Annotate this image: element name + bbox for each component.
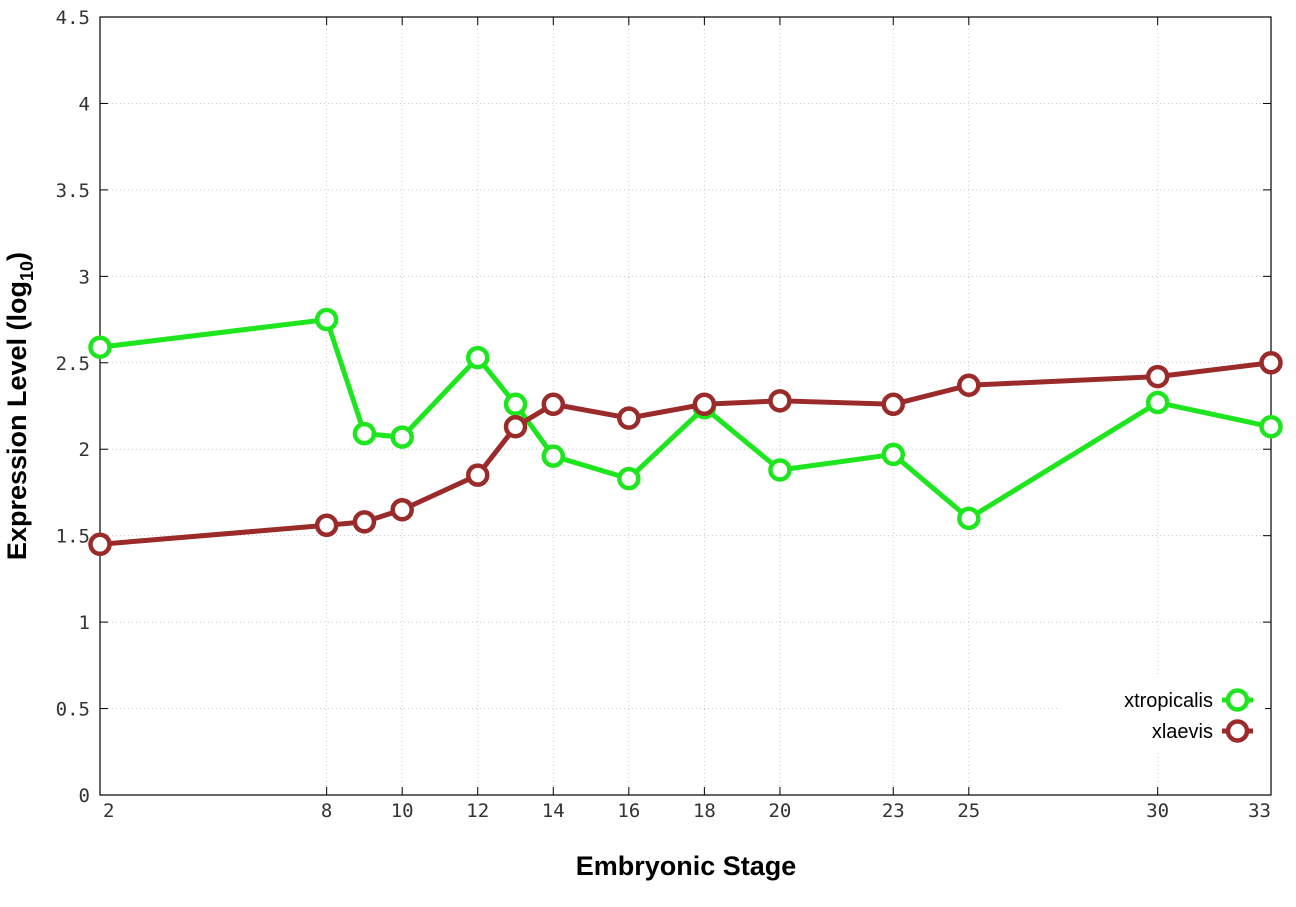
y-tick-label: 3.5 [56,180,90,202]
data-point [957,506,981,531]
data-point [352,510,377,534]
legend: xtropicalis xlaevis [1060,676,1265,752]
x-tick-label: 25 [957,800,980,822]
data-point [768,389,792,413]
data-series [88,307,1283,557]
x-tick-label: 33 [1248,800,1271,822]
data-point [768,458,792,482]
data-point [881,442,906,467]
y-tick-label: 1 [79,612,90,634]
data-point [352,421,377,446]
x-tick-label: 12 [466,800,489,822]
y-tick-label: 1.5 [56,526,90,548]
data-point [541,392,566,417]
data-point [503,414,528,439]
data-point [692,392,717,417]
data-point [465,463,490,487]
y-tick-label: 0 [79,785,90,807]
series-xtropicalis [88,307,1283,531]
legend-label: xtropicalis [1124,690,1213,712]
x-tick-label: 10 [391,800,414,822]
y-axis-title-main: Expression Level (log [2,281,32,560]
y-axis-title-subscript: 10 [17,261,37,281]
plot-frame [99,16,1272,796]
legend-marker-swatch [1225,688,1250,712]
data-point [541,444,566,468]
y-tick-label: 2 [79,439,90,461]
series-line [99,317,1272,521]
legend-marker-swatch [1225,719,1250,743]
x-axis-tick-labels: 2 8 10 12 14 16 18 20 23 25 30 33 [103,800,1271,822]
data-point [314,513,339,538]
legend-label: xlaevis [1152,721,1213,743]
y-tick-label: 0.5 [56,699,90,721]
data-point [881,392,906,417]
x-tick-label: 8 [321,800,332,822]
x-tick-label: 14 [542,800,565,822]
x-tick-label: 16 [617,800,640,822]
x-axis-title: Embryonic Stage [576,851,797,881]
x-tick-label: 2 [103,800,114,822]
y-axis-title: Expression Level (log10) [2,252,37,560]
y-tick-label: 3 [79,266,90,288]
data-point [390,497,414,522]
y-axis-tick-labels: 0 0.5 1 1.5 2 2.5 3 3.5 4 4.5 [56,7,90,807]
y-tick-label: 2.5 [56,353,90,375]
y-tick-label: 4.5 [56,7,90,29]
data-point [617,466,641,491]
data-point [1259,351,1283,375]
data-point [88,532,112,557]
data-point [390,425,414,449]
y-tick-label: 4 [79,93,90,115]
data-point [503,392,528,417]
x-tick-label: 30 [1146,800,1169,822]
x-tick-label: 20 [768,800,791,822]
x-tick-label: 18 [693,800,716,822]
series-line [99,360,1272,547]
data-point [88,335,112,359]
y-axis-title-close: ) [2,252,32,261]
series-xlaevis [88,351,1283,557]
data-point [617,406,641,430]
data-point [1259,414,1283,439]
data-point [314,307,339,332]
data-point [957,373,981,398]
x-tick-label: 23 [882,800,905,822]
data-point [1145,390,1170,415]
data-point [1145,364,1170,389]
data-point [465,345,490,370]
